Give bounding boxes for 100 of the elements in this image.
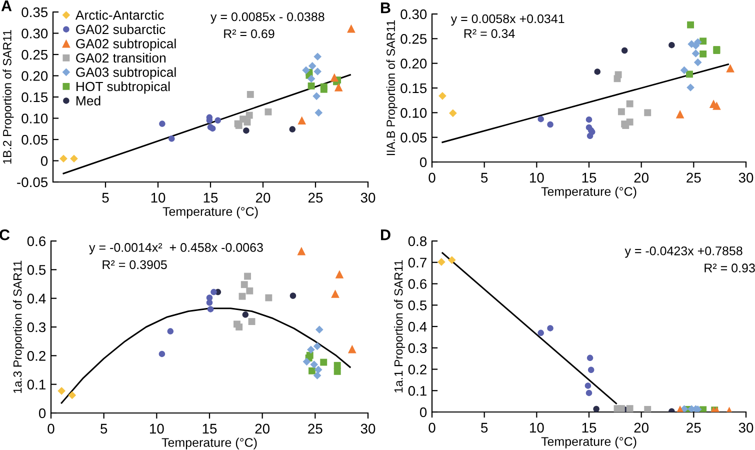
point — [302, 358, 311, 366]
point — [236, 324, 243, 330]
chart-title: A — [1, 0, 12, 12]
point — [314, 366, 322, 374]
x-tick-label: 25 — [308, 192, 323, 203]
point — [593, 406, 600, 412]
point — [243, 127, 250, 134]
point — [586, 116, 592, 123]
chart-title: D — [381, 230, 390, 240]
point — [437, 258, 446, 266]
point — [214, 117, 221, 124]
point — [547, 121, 554, 128]
point — [242, 312, 249, 318]
y-tick-label: 0.15 — [400, 83, 427, 94]
point — [348, 344, 356, 354]
line-series — [60, 308, 351, 404]
x-tick-label: 20 — [256, 192, 270, 203]
point — [60, 154, 68, 163]
legend-label: GA02 transition — [76, 52, 166, 63]
point — [712, 102, 721, 110]
point — [246, 287, 254, 294]
x-tick-label: 25 — [686, 172, 701, 183]
point — [626, 100, 634, 108]
annotation: y = -0.0014x² + 0.458x -0.0063 — [89, 243, 263, 254]
point — [538, 330, 544, 336]
legend-label: HOT subtropical — [76, 81, 170, 94]
legend-label: Med — [76, 96, 100, 106]
point — [314, 52, 322, 61]
point — [618, 405, 625, 412]
point — [297, 246, 306, 256]
legend-label: Arctic-Antarctic — [75, 10, 164, 20]
x-tick-label: 30 — [360, 424, 376, 434]
point — [538, 116, 544, 122]
y-tick-label: 0 — [38, 408, 46, 418]
x-tick-label: 10 — [530, 422, 544, 433]
y-tick-label: 0.20 — [22, 71, 48, 81]
point — [626, 405, 634, 412]
point — [244, 272, 252, 280]
annotation: y = 0.0058x +0.0341 — [450, 14, 564, 26]
y-tick-label: 0 — [420, 157, 427, 168]
y-tick-label: 0.2 — [408, 364, 426, 374]
x-axis-title: Temperature (°C) — [162, 438, 257, 450]
point — [614, 71, 622, 78]
x-tick-label: 30 — [360, 192, 376, 203]
point — [586, 354, 594, 362]
y-tick-label: 0.05 — [22, 134, 48, 145]
x-tick-label: 5 — [102, 192, 109, 203]
annotation: y = 0.0085x - 0.0388 — [210, 12, 324, 24]
y-tick-label: 0.10 — [400, 108, 427, 118]
x-tick-label: 20 — [634, 422, 649, 433]
y-tick-label: 0.05 — [400, 132, 427, 143]
legend-label: GA03 subtropical — [76, 67, 176, 80]
point — [158, 350, 166, 358]
point — [334, 368, 341, 375]
y-tick-label: 0.25 — [22, 50, 48, 60]
point — [680, 405, 688, 412]
y-tick-label: 0.4 — [408, 322, 427, 332]
point — [644, 406, 652, 412]
x-tick-label: 10 — [151, 192, 166, 203]
point — [330, 73, 339, 82]
point — [207, 306, 214, 312]
x-axis-title: Temperature (°C) — [541, 436, 636, 448]
point — [692, 50, 700, 58]
y-tick-label: 0.20 — [400, 58, 427, 69]
x-tick-label: 15 — [582, 172, 596, 183]
y-tick-label: 0.6 — [408, 279, 427, 289]
point — [621, 47, 628, 54]
point — [668, 42, 675, 48]
y-tick-label: 0.3 — [408, 343, 427, 354]
x-tick-label: 30 — [738, 422, 754, 433]
point — [312, 92, 320, 100]
point — [334, 83, 343, 92]
annotation: R² = 0.34 — [464, 29, 515, 38]
point — [310, 360, 318, 368]
point — [246, 112, 253, 119]
point — [438, 92, 446, 100]
point — [70, 154, 78, 163]
point — [307, 74, 316, 83]
point — [676, 110, 684, 118]
point — [58, 387, 66, 395]
point — [686, 70, 693, 78]
y-tick-label: 0.5 — [27, 265, 46, 275]
point — [240, 281, 248, 288]
point — [449, 109, 457, 118]
point — [320, 86, 328, 93]
x-tick-label: 25 — [686, 422, 701, 433]
point — [687, 21, 694, 28]
x-tick-label: 0 — [428, 422, 436, 433]
point — [644, 109, 652, 116]
point — [448, 256, 456, 264]
y-tick-label: 0 — [40, 156, 48, 166]
y-axis-title: IIA.B Proportion of SAR11 — [386, 20, 398, 156]
point — [320, 358, 328, 366]
point — [246, 90, 254, 98]
point — [308, 82, 315, 90]
annotation: y = -0.0423x +0.7858 — [624, 246, 742, 258]
point — [686, 84, 694, 92]
point — [584, 382, 592, 389]
x-axis-title: Temperature (°C) — [541, 186, 636, 198]
point — [248, 318, 256, 326]
